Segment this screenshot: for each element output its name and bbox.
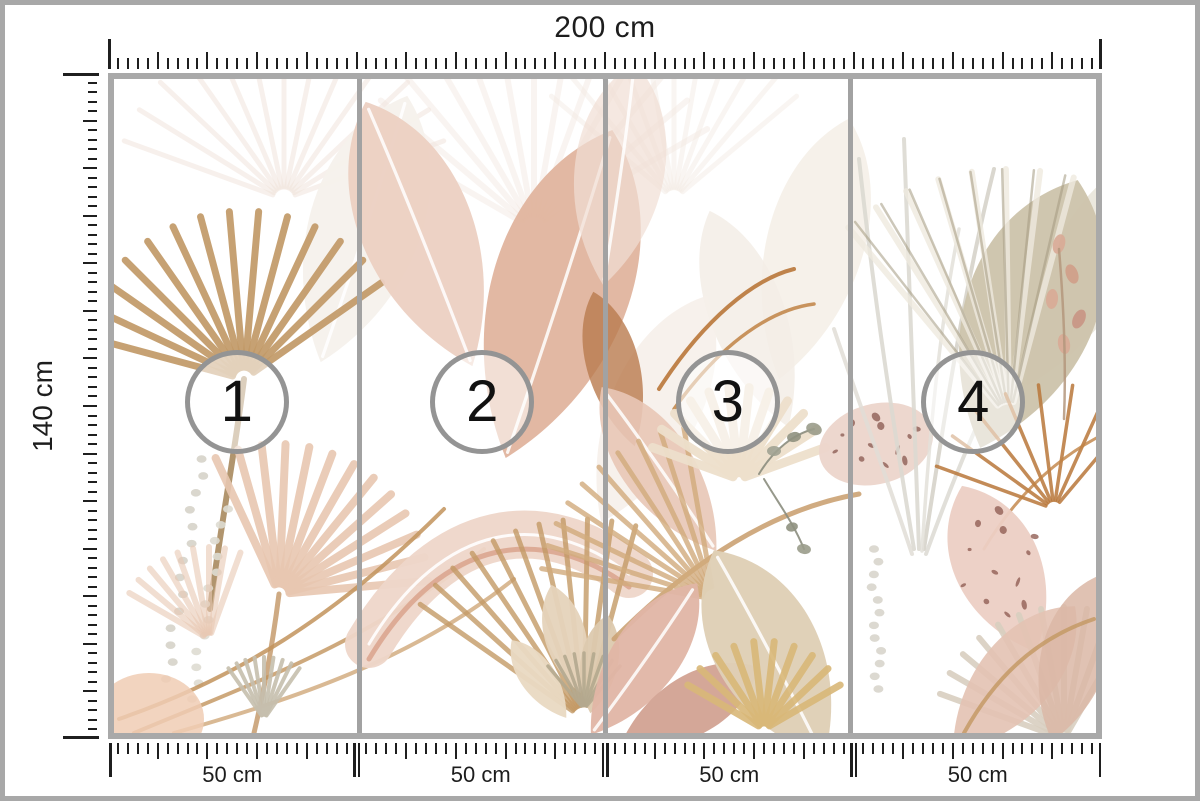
top-ruler: 200 cm bbox=[108, 9, 1102, 69]
segment-ticks bbox=[854, 743, 1103, 761]
segment-ticks bbox=[605, 743, 854, 761]
panel-number-badge: 4 bbox=[921, 350, 1026, 454]
panel-number-badge: 1 bbox=[184, 350, 289, 454]
panel-number: 1 bbox=[220, 369, 253, 434]
segment-boundary-tick bbox=[854, 743, 857, 777]
segment-boundary-tick bbox=[357, 743, 360, 777]
left-ruler-ticks bbox=[61, 73, 101, 739]
segment-boundary-tick bbox=[606, 743, 609, 777]
left-height-label: 140 cm bbox=[27, 360, 58, 452]
panel-number: 3 bbox=[711, 369, 744, 434]
bottom-ruler-segment: 50 cm bbox=[357, 743, 606, 795]
left-ruler: 140 cm bbox=[27, 73, 101, 739]
segment-width-label: 50 cm bbox=[947, 762, 1008, 787]
segment-boundary-tick bbox=[109, 743, 112, 777]
bottom-ruler: 50 cm 50 cm 50 cm 50 cm bbox=[108, 743, 1102, 795]
segment-width-label: 50 cm bbox=[450, 762, 511, 787]
segment-width-label: 50 cm bbox=[699, 762, 760, 787]
top-width-label: 200 cm bbox=[554, 11, 656, 44]
wallpaper-mural: 1 2 3 4 bbox=[108, 73, 1102, 739]
segment-boundary-tick bbox=[850, 743, 853, 777]
segment-ticks bbox=[357, 743, 606, 761]
bottom-ruler-segment: 50 cm bbox=[605, 743, 854, 795]
panel-divider bbox=[848, 79, 853, 733]
segment-boundary-tick bbox=[601, 743, 604, 777]
panel-divider bbox=[357, 79, 362, 733]
segment-boundary-tick bbox=[353, 743, 356, 777]
segment-boundary-tick bbox=[1098, 743, 1101, 777]
panel-divider bbox=[602, 79, 608, 733]
panel-number: 4 bbox=[957, 369, 990, 434]
panel-number: 2 bbox=[466, 369, 499, 434]
panel-number-badge: 3 bbox=[675, 350, 780, 454]
bottom-ruler-segment: 50 cm bbox=[108, 743, 357, 795]
top-ruler-ticks bbox=[108, 39, 1102, 69]
segment-ticks bbox=[108, 743, 357, 761]
bottom-ruler-segment: 50 cm bbox=[854, 743, 1103, 795]
panel-number-badge: 2 bbox=[430, 350, 535, 454]
segment-width-label: 50 cm bbox=[202, 762, 263, 787]
